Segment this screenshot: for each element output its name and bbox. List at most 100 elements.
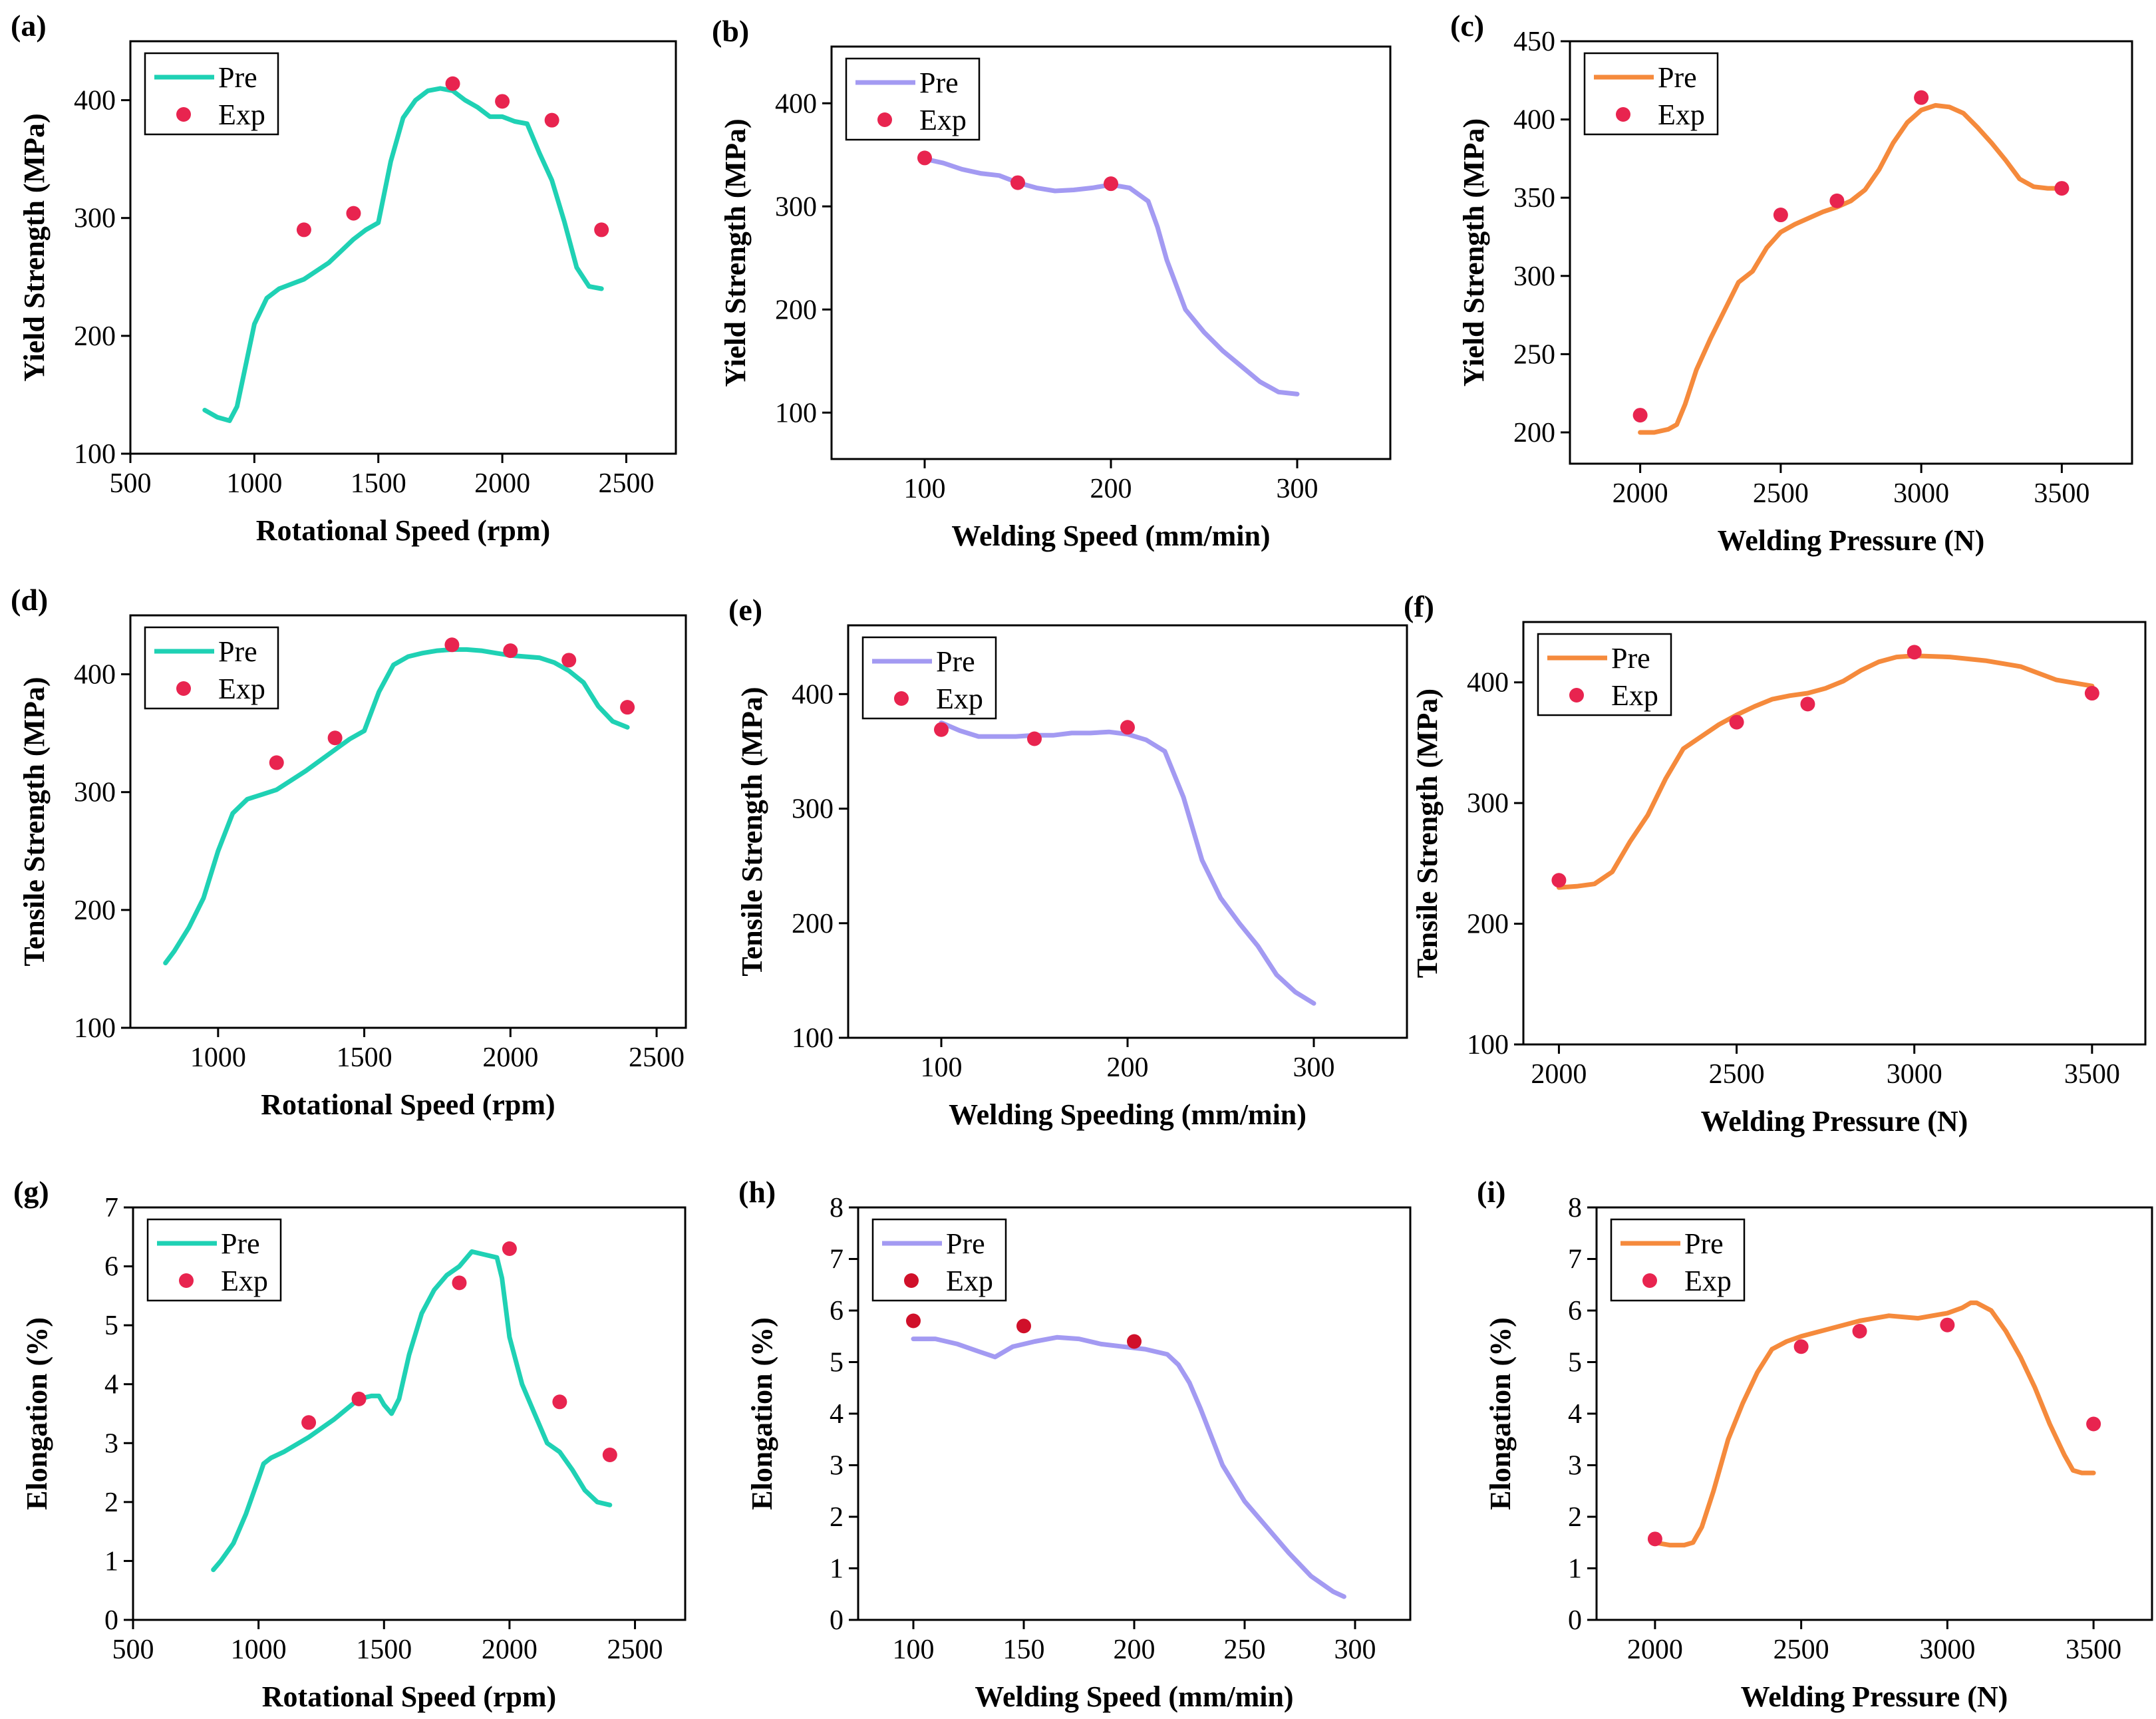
legend: Pre Exp — [146, 1218, 282, 1302]
y-tick-label: 100 — [1467, 1030, 1509, 1060]
legend-exp-label: Exp — [218, 98, 265, 131]
exp-point — [934, 722, 949, 737]
exp-point — [1852, 1324, 1867, 1338]
exp-point — [1940, 1317, 1955, 1332]
exp-point — [594, 222, 609, 237]
y-tick-label: 300 — [792, 794, 834, 825]
x-tick-label: 200 — [1090, 474, 1132, 504]
legend-pre-label: Pre — [218, 61, 257, 94]
y-tick-label: 300 — [1467, 788, 1509, 819]
x-tick-label: 3500 — [2034, 478, 2089, 509]
y-tick-label: 1 — [830, 1554, 844, 1585]
x-tick-label: 2000 — [482, 1042, 538, 1073]
y-tick-label: 4 — [104, 1370, 118, 1400]
exp-point — [1104, 176, 1118, 192]
exp-point — [1914, 90, 1929, 105]
exp-point — [495, 94, 510, 109]
x-tick-label: 300 — [1293, 1052, 1335, 1083]
x-tick-label: 2500 — [629, 1042, 685, 1073]
legend-exp-label: Exp — [919, 104, 967, 136]
x-axis-label: Welding Speed (mm/min) — [951, 520, 1270, 552]
exp-point — [1120, 720, 1135, 735]
y-tick-label: 400 — [775, 88, 817, 119]
exp-point — [1016, 1319, 1031, 1334]
legend-pre-label: Pre — [1658, 61, 1697, 94]
y-tick-label: 2 — [830, 1502, 844, 1533]
y-tick-label: 3 — [104, 1428, 118, 1459]
y-axis-label: Yield Strength (MPa) — [1458, 118, 1490, 387]
exp-point — [1829, 193, 1845, 208]
exp-point — [1551, 873, 1567, 888]
exp-point — [906, 1313, 921, 1328]
x-tick-label: 2000 — [1531, 1059, 1587, 1090]
y-tick-label: 3 — [830, 1451, 844, 1482]
panel-label: (d) — [11, 583, 48, 617]
legend-box — [1537, 633, 1672, 716]
exp-point — [2084, 686, 2099, 701]
exp-point — [544, 112, 559, 128]
panel-f: 2000 2500 3000 3500 100 200 300 400 Welding Pres… — [1404, 589, 2147, 1138]
exp-point — [1127, 1334, 1142, 1349]
exp-point — [444, 637, 460, 653]
exp-point — [2054, 181, 2070, 196]
y-tick-label: 400 — [74, 86, 116, 116]
exp-point — [561, 653, 577, 668]
legend-pre-label: Pre — [1684, 1227, 1724, 1260]
y-tick-label: 8 — [1568, 1193, 1582, 1223]
exp-point — [301, 1415, 317, 1430]
y-tick-label: 3 — [1568, 1451, 1582, 1482]
exp-point — [503, 643, 518, 659]
y-tick-label: 6 — [104, 1252, 118, 1283]
y-tick-label: 4 — [830, 1399, 844, 1430]
legend-exp-label: Exp — [1611, 679, 1658, 712]
legend-box — [861, 636, 997, 720]
legend-box — [146, 1218, 282, 1302]
y-tick-label: 0 — [1568, 1605, 1582, 1636]
legend-exp-swatch — [1642, 1273, 1657, 1288]
exp-point — [1632, 408, 1648, 423]
plot-frame — [129, 40, 677, 455]
legend: Pre Exp — [1583, 52, 1719, 136]
y-tick-label: 2 — [104, 1487, 118, 1518]
exp-point — [1800, 697, 1815, 712]
y-tick-label: 7 — [104, 1193, 118, 1223]
y-tick-label: 6 — [1568, 1296, 1582, 1327]
x-axis-label: Rotational Speed (rpm) — [256, 514, 550, 547]
y-tick-label: 0 — [830, 1605, 844, 1636]
exp-point — [620, 700, 635, 715]
panel-e: 100 200 300 100 200 300 400 Welding Speeding (m… — [728, 593, 1408, 1131]
y-tick-label: 250 — [1513, 339, 1555, 370]
y-tick-label: 100 — [775, 398, 817, 428]
x-tick-label: 100 — [904, 474, 946, 504]
legend: Pre Exp — [1537, 633, 1672, 716]
x-tick-label: 100 — [893, 1635, 935, 1665]
panel-a: 500 1000 1500 2000 2500 100 200 300 400 Rotationa… — [11, 9, 677, 547]
y-tick-label: 400 — [1467, 668, 1509, 699]
x-tick-label: 2500 — [1773, 1635, 1829, 1665]
legend-box — [144, 52, 279, 136]
legend: Pre Exp — [861, 636, 997, 720]
legend: Pre Exp — [144, 626, 279, 710]
legend-exp-label: Exp — [1658, 98, 1705, 131]
x-tick-label: 3000 — [1919, 1635, 1975, 1665]
y-tick-label: 7 — [830, 1245, 844, 1275]
y-tick-label: 400 — [74, 660, 116, 691]
y-axis-label: Yield Strength (MPa) — [719, 118, 752, 387]
plot-frame — [1522, 621, 2147, 1046]
y-axis-label: Elongation (%) — [746, 1317, 778, 1510]
y-tick-label: 300 — [1513, 261, 1555, 292]
x-tick-label: 1000 — [190, 1042, 246, 1073]
x-axis-label: Welding Speeding (mm/min) — [949, 1098, 1307, 1131]
legend-exp-swatch — [176, 107, 191, 122]
x-tick-label: 2000 — [1613, 478, 1668, 509]
plot-frame — [1569, 40, 2133, 465]
panel-b: 100 200 300 100 200 300 400 Welding Speed (mm/m… — [712, 14, 1392, 552]
exp-point — [1729, 714, 1744, 730]
plot-frame — [132, 1206, 687, 1621]
exp-point — [351, 1391, 367, 1406]
panel-h: 100 150 200 250 300 0 1 2 3 4 5 6 7 8 Welding Speed (m… — [738, 1175, 1412, 1713]
y-tick-label: 100 — [792, 1023, 834, 1054]
legend: Pre Exp — [1610, 1218, 1746, 1302]
exp-point — [552, 1394, 567, 1410]
